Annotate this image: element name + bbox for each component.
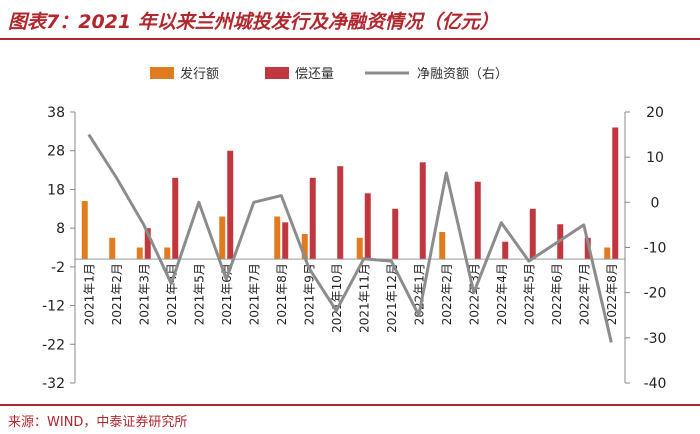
legend-swatch-0 bbox=[150, 67, 174, 79]
left-tick-label-6: 28 bbox=[47, 144, 65, 160]
legend-swatch-1 bbox=[265, 67, 289, 79]
bar-repay-10 bbox=[364, 193, 371, 260]
bar-repay-5 bbox=[227, 150, 234, 260]
right-tick-label-1: -30 bbox=[644, 331, 667, 347]
bar-issue-0 bbox=[81, 201, 88, 260]
bar-issue-3 bbox=[164, 247, 171, 260]
left-tick-label-5: 18 bbox=[47, 182, 65, 198]
x-tick-label-9: 2021年10月 bbox=[330, 263, 344, 333]
right-tick-label-3: -10 bbox=[644, 241, 667, 257]
bar-repay-19 bbox=[612, 127, 619, 260]
bar-issue-10 bbox=[356, 237, 363, 260]
source-bar: 来源：WIND，中泰证券研究所 bbox=[0, 404, 700, 434]
x-tick-label-10: 2021年11月 bbox=[358, 263, 372, 333]
x-tick-label-7: 2021年8月 bbox=[275, 263, 289, 325]
bar-issue-19 bbox=[604, 247, 611, 260]
source-note: 来源：WIND，中泰证券研究所 bbox=[8, 415, 188, 430]
x-tick-label-2: 2021年3月 bbox=[138, 263, 152, 325]
chart-title: 图表7：2021 年以来兰州城投发行及净融资情况（亿元） bbox=[8, 11, 499, 33]
right-tick-label-0: -40 bbox=[644, 376, 667, 392]
right-tick-label-6: 20 bbox=[646, 105, 664, 121]
x-tick-label-8: 2021年9月 bbox=[303, 263, 317, 325]
left-tick-label-2: -12 bbox=[42, 299, 65, 315]
x-tick-label-15: 2022年4月 bbox=[495, 263, 509, 325]
bar-repay-18 bbox=[584, 237, 591, 260]
x-tick-label-13: 2022年2月 bbox=[440, 263, 454, 325]
bar-issue-13 bbox=[439, 232, 446, 260]
net-financing-line bbox=[87, 133, 613, 343]
left-tick-label-1: -22 bbox=[42, 337, 65, 353]
right-tick-label-2: -20 bbox=[644, 286, 667, 302]
legend-label-2: 净融资额（右） bbox=[417, 67, 508, 82]
left-tick-label-7: 38 bbox=[47, 105, 65, 121]
x-tick-label-6: 2021年7月 bbox=[248, 263, 262, 325]
x-tick-label-0: 2021年1月 bbox=[83, 263, 97, 325]
x-tick-label-5: 2021年6月 bbox=[220, 263, 234, 325]
x-tick-label-1: 2021年2月 bbox=[110, 263, 124, 325]
bar-repay-16 bbox=[529, 208, 536, 260]
bar-repay-7 bbox=[282, 222, 289, 260]
legend-label-1: 偿还量 bbox=[295, 67, 334, 82]
bar-repay-15 bbox=[502, 241, 509, 260]
left-tick-label-3: -2 bbox=[51, 260, 65, 276]
x-tick-label-16: 2022年5月 bbox=[523, 263, 537, 325]
legend-label-0: 发行额 bbox=[180, 66, 219, 82]
bar-issue-5 bbox=[219, 216, 226, 260]
right-tick-label-4: 0 bbox=[651, 195, 660, 211]
bar-issue-2 bbox=[136, 247, 143, 260]
bar-repay-2 bbox=[144, 228, 151, 260]
x-tick-label-19: 2022年8月 bbox=[605, 263, 619, 325]
right-tick-label-5: 10 bbox=[646, 150, 664, 166]
bar-repay-9 bbox=[337, 166, 344, 260]
x-tick-label-18: 2022年7月 bbox=[578, 263, 592, 325]
x-tick-label-4: 2021年5月 bbox=[193, 263, 207, 325]
bar-repay-11 bbox=[392, 208, 399, 260]
x-tick-label-11: 2021年12月 bbox=[385, 263, 399, 333]
bar-repay-8 bbox=[309, 177, 316, 260]
bar-repay-14 bbox=[474, 181, 481, 260]
left-tick-label-0: -32 bbox=[42, 376, 65, 392]
bar-repay-3 bbox=[172, 177, 179, 260]
bar-repay-12 bbox=[419, 162, 426, 260]
left-tick-label-4: 8 bbox=[56, 221, 65, 237]
bar-issue-8 bbox=[301, 233, 308, 260]
title-bar: 图表7：2021 年以来兰州城投发行及净融资情况（亿元） bbox=[0, 0, 700, 40]
chart: 发行额 偿还量 净融资额（右） -32 -22 -12 -2 8 18 28 38 -40 -30 -20… bbox=[42, 66, 667, 392]
x-tick-label-17: 2022年6月 bbox=[550, 263, 564, 325]
bar-issue-7 bbox=[274, 216, 281, 260]
bar-issue-1 bbox=[109, 237, 116, 260]
